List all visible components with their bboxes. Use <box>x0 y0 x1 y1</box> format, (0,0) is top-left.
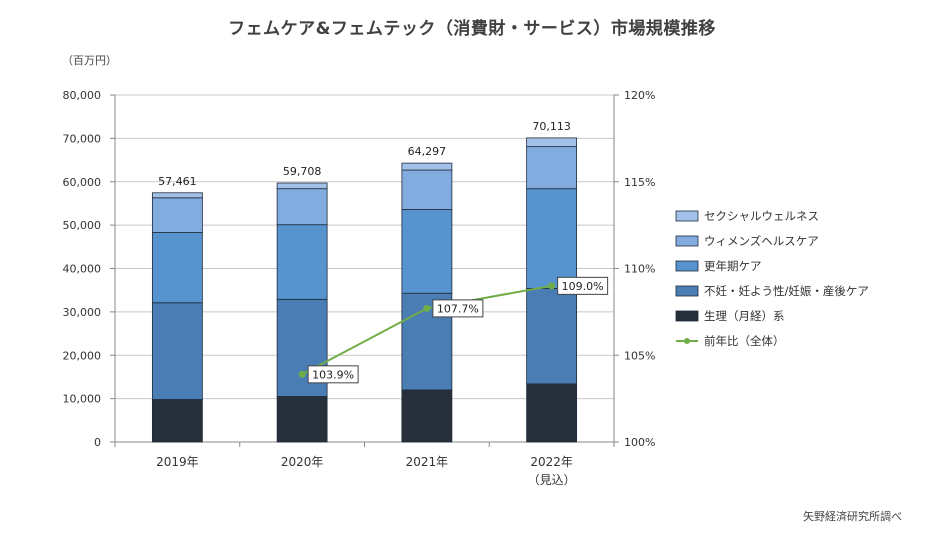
yoy-label-box <box>307 365 359 384</box>
x-tick-label: 2021年 <box>406 455 449 469</box>
y-tick-label: 80,000 <box>63 89 102 102</box>
bar-segment <box>151 302 203 400</box>
y-tick-label: 20,000 <box>63 349 102 362</box>
legend-label: ウィメンズヘルスケア <box>704 234 819 248</box>
bar-segment <box>526 188 578 289</box>
y-tick-label: 10,000 <box>63 393 102 406</box>
legend-label: 前年比（全体） <box>704 334 785 348</box>
bar-segment <box>401 209 453 294</box>
bar-segment <box>276 188 328 226</box>
yoy-point <box>548 282 556 290</box>
legend-label: 不妊・妊よう性/妊娠・産後ケア <box>704 284 869 298</box>
legend-line-marker <box>684 338 690 344</box>
bar-total-label: 57,461 <box>158 175 197 188</box>
bar-segment <box>151 399 203 443</box>
y-tick-label: 30,000 <box>63 306 102 319</box>
bar-segment <box>276 182 328 190</box>
bar-total-label: 70,113 <box>532 120 571 133</box>
bar-segment <box>526 383 578 443</box>
bar-segment <box>401 169 453 210</box>
bar-segment <box>401 389 453 443</box>
legend-swatch <box>675 310 699 322</box>
yoy-label-box <box>432 299 484 318</box>
legend-label: セクシャルウェルネス <box>704 209 819 223</box>
bar-segment <box>151 192 203 199</box>
x-tick-label: 2019年 <box>156 455 199 469</box>
yoy-label: 103.9% <box>312 368 354 381</box>
bar-segment <box>276 396 328 443</box>
bar-segment <box>401 162 453 171</box>
x-tick-label: 2022年 <box>530 455 573 469</box>
bar-total-label: 59,708 <box>283 165 322 178</box>
legend-label: 生理（月経）系 <box>704 309 785 323</box>
y-tick-label: 60,000 <box>63 176 102 189</box>
bar-segment <box>526 146 578 190</box>
yoy-label: 109.0% <box>562 280 604 293</box>
source-note: 矢野経済研究所調べ <box>803 510 902 523</box>
y2-tick-label: 115% <box>624 176 655 189</box>
bar-total-label: 64,297 <box>408 145 447 158</box>
x-tick-label: 2020年 <box>281 455 324 469</box>
y2-tick-label: 105% <box>624 349 655 362</box>
yoy-point <box>298 370 306 378</box>
legend-swatch <box>675 285 699 297</box>
bar-segment <box>276 224 328 300</box>
legend-label: 更年期ケア <box>704 259 762 273</box>
yoy-point <box>423 304 431 312</box>
y-axis-unit-label: （百万円） <box>62 54 117 67</box>
legend-swatch <box>675 210 699 222</box>
chart-title: フェムケア&フェムテック（消費財・サービス）市場規模推移 <box>228 19 716 39</box>
bar-segment <box>526 137 578 148</box>
bar-segment <box>526 288 578 385</box>
bar-segment <box>151 197 203 233</box>
y-tick-label: 0 <box>94 436 101 449</box>
y2-tick-label: 100% <box>624 436 655 449</box>
legend-swatch <box>675 260 699 272</box>
y-tick-label: 40,000 <box>63 263 102 276</box>
yoy-label-box <box>557 276 609 295</box>
x-tick-sublabel: （見込） <box>528 473 576 487</box>
yoy-label: 107.7% <box>437 302 479 315</box>
y2-tick-label: 120% <box>624 89 655 102</box>
legend-swatch <box>675 235 699 247</box>
bar-segment <box>151 232 203 304</box>
y2-tick-label: 110% <box>624 263 655 276</box>
y-tick-label: 50,000 <box>63 219 102 232</box>
y-tick-label: 70,000 <box>63 132 102 145</box>
